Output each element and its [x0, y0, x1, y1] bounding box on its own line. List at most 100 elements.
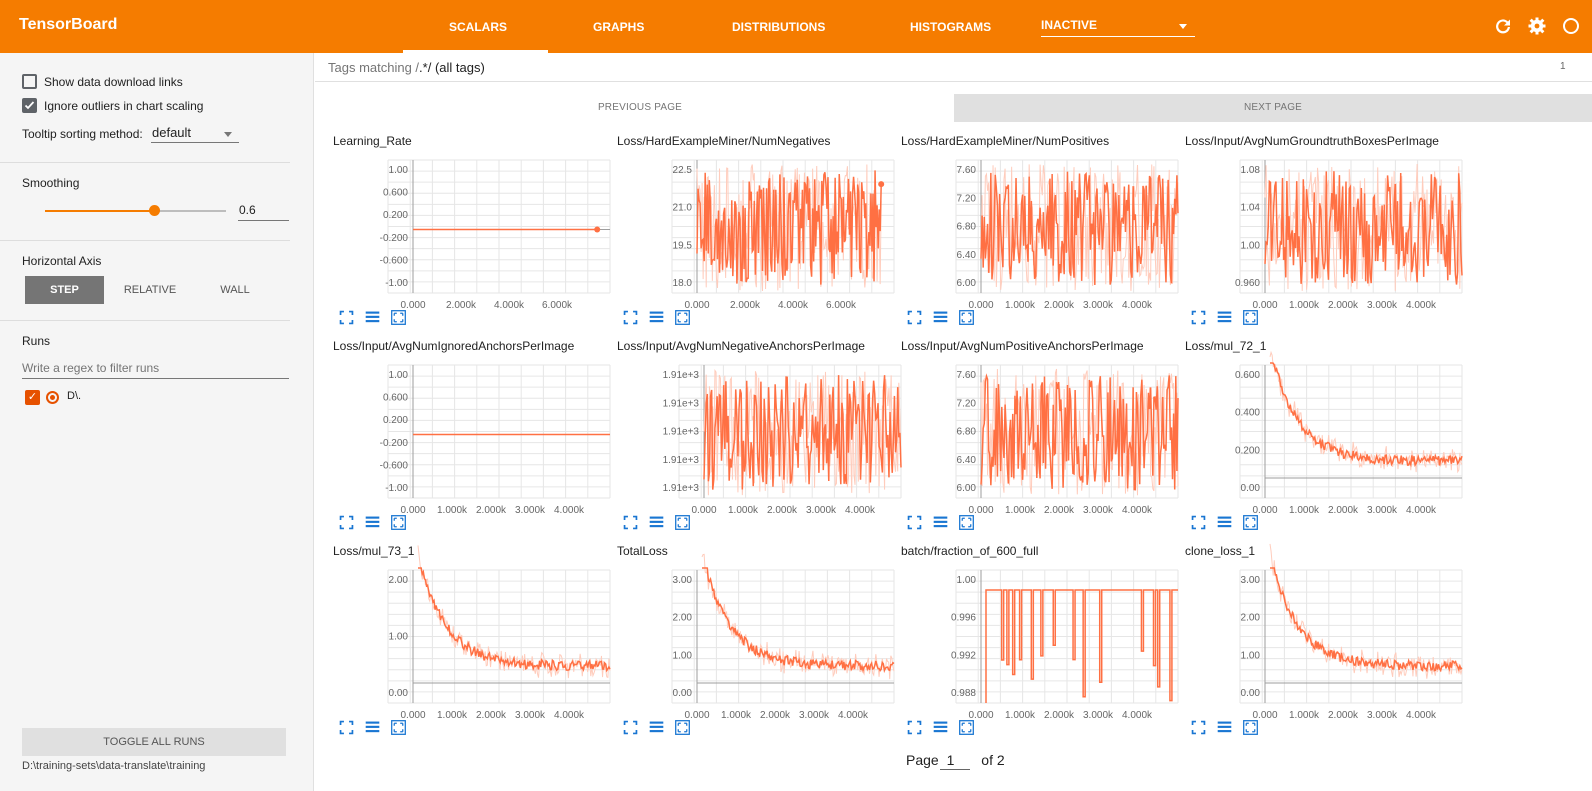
fullscreen-icon[interactable] [338, 514, 355, 531]
data-table-icon[interactable] [1216, 514, 1233, 531]
axis-step-button[interactable]: STEP [25, 276, 104, 304]
y-tick-label: 0.00 [673, 688, 693, 699]
fit-domain-icon[interactable] [674, 719, 691, 736]
smoothing-slider-handle[interactable] [149, 205, 160, 216]
data-table-icon[interactable] [932, 309, 949, 326]
scalar-chart[interactable]: 1.00 0.600 0.200 -0.200 -0.600 -1.00 0.000 2.00… [333, 152, 611, 311]
show-download-links-checkbox[interactable] [22, 74, 37, 89]
data-table-icon[interactable] [932, 719, 949, 736]
scalar-chart[interactable]: 2.00 1.00 0.00 0.000 1.000k 2.000k 3.000k 4.000… [333, 545, 611, 721]
tab-scalars[interactable]: SCALARS [449, 20, 508, 34]
data-table-icon[interactable] [648, 514, 665, 531]
data-table-icon[interactable] [1216, 719, 1233, 736]
fullscreen-icon[interactable] [338, 309, 355, 326]
refresh-icon[interactable] [1494, 17, 1512, 35]
y-tick-label: 7.20 [957, 398, 977, 409]
runs-filter-input[interactable]: Write a regex to filter runs [22, 361, 160, 375]
show-download-links-label: Show data download links [44, 75, 183, 89]
ignore-outliers-checkbox[interactable] [22, 98, 37, 113]
chart-title: Loss/Input/AvgNumIgnoredAnchorsPerImage [333, 339, 575, 353]
data-table-icon[interactable] [364, 514, 381, 531]
fit-domain-icon[interactable] [1242, 719, 1259, 736]
fullscreen-icon[interactable] [906, 514, 923, 531]
x-tick-label: 3.000k [515, 710, 546, 721]
y-tick-label: 0.600 [383, 188, 408, 199]
fullscreen-icon[interactable] [1190, 514, 1207, 531]
scalar-chart[interactable]: 1.00 0.996 0.992 0.988 0.000 1.000k 2.000k 3.00… [901, 562, 1179, 721]
data-table-icon[interactable] [932, 514, 949, 531]
scalar-chart[interactable]: 1.91e+3 1.91e+3 1.91e+3 1.91e+3 1.91e+3 0.000… [617, 357, 902, 516]
x-tick-label: 1.000k [1289, 300, 1320, 311]
scalar-chart[interactable]: 7.60 7.20 6.80 6.40 6.00 0.000 1.000k 2.000k 3.0… [901, 152, 1179, 311]
inactive-dropdown[interactable]: INACTIVE [1041, 18, 1195, 37]
y-tick-label: 6.80 [957, 222, 977, 233]
chart-title: Loss/mul_72_1 [1185, 339, 1267, 353]
fit-domain-icon[interactable] [958, 309, 975, 326]
previous-page-button[interactable]: PREVIOUS PAGE [597, 102, 683, 113]
run-checkbox[interactable]: ✓ [25, 390, 40, 405]
scalar-chart[interactable]: 1.08 1.04 1.00 0.960 0.000 1.000k 2.000k 3.000k… [1185, 152, 1463, 311]
fit-domain-icon[interactable] [674, 309, 691, 326]
x-tick-label: 2.000k [476, 505, 507, 516]
fullscreen-icon[interactable] [1190, 719, 1207, 736]
x-tick-label: 2.000k [760, 710, 791, 721]
scalar-chart[interactable]: 3.00 2.00 1.00 0.00 0.000 1.000k 2.000k 3.000k 4… [1185, 543, 1463, 721]
x-tick-label: 2.000k [1044, 710, 1075, 721]
y-tick-label: 0.00 [1241, 483, 1261, 494]
fit-domain-icon[interactable] [958, 514, 975, 531]
fullscreen-icon[interactable] [1190, 309, 1207, 326]
help-icon[interactable] [1562, 17, 1580, 35]
tab-distributions[interactable]: DISTRIBUTIONS [732, 20, 826, 34]
fit-domain-icon[interactable] [958, 719, 975, 736]
fit-domain-icon[interactable] [1242, 514, 1259, 531]
y-tick-label: 1.91e+3 [663, 483, 700, 494]
runs-label: Runs [22, 334, 51, 348]
axis-wall-button[interactable]: WALL [220, 284, 250, 296]
toggle-all-runs-button[interactable]: TOGGLE ALL RUNS [22, 728, 286, 756]
data-table-icon[interactable] [364, 719, 381, 736]
fullscreen-icon[interactable] [338, 719, 355, 736]
page-number-input[interactable]: 1 [946, 752, 955, 768]
scalar-chart[interactable]: 7.60 7.20 6.80 6.40 6.00 0.000 1.000k 2.000k 3.0… [901, 357, 1179, 516]
y-tick-label: -1.00 [385, 278, 408, 289]
page-input-underline [940, 769, 970, 770]
tab-graphs[interactable]: GRAPHS [593, 20, 645, 34]
fit-domain-icon[interactable] [390, 309, 407, 326]
next-page-button[interactable]: NEXT PAGE [954, 94, 1592, 122]
fullscreen-icon[interactable] [622, 309, 639, 326]
fullscreen-icon[interactable] [622, 514, 639, 531]
checkmark-icon [24, 101, 35, 110]
data-table-icon[interactable] [648, 719, 665, 736]
fit-domain-icon[interactable] [390, 514, 407, 531]
chart-title: Loss/mul_73_1 [333, 544, 415, 558]
tooltip-sorting-select[interactable]: default [152, 125, 192, 140]
x-tick-label: 3.000k [1367, 505, 1398, 516]
settings-icon[interactable] [1528, 17, 1546, 35]
data-table-icon[interactable] [364, 309, 381, 326]
scalar-chart[interactable]: 0.600 0.400 0.200 0.00 0.000 1.000k 2.000k 3.00… [1185, 350, 1463, 516]
data-table-icon[interactable] [648, 309, 665, 326]
axis-relative-button[interactable]: RELATIVE [123, 284, 177, 296]
smoothed-series-line [1270, 362, 1463, 468]
fit-domain-icon[interactable] [390, 719, 407, 736]
fullscreen-icon[interactable] [622, 719, 639, 736]
fullscreen-icon[interactable] [906, 309, 923, 326]
y-tick-label: 1.04 [1241, 203, 1261, 214]
scalar-chart[interactable]: 22.5 21.0 19.5 18.0 0.000 2.000k 4.000k 6.000k [617, 152, 895, 311]
fit-domain-icon[interactable] [1242, 309, 1259, 326]
y-tick-label: 2.00 [389, 575, 409, 586]
tab-histograms[interactable]: HISTOGRAMS [910, 20, 992, 34]
chart-title: Loss/Input/AvgNumGroundtruthBoxesPerImag… [1185, 134, 1439, 148]
fit-domain-icon[interactable] [674, 514, 691, 531]
scalar-chart[interactable]: 3.00 2.00 1.00 0.00 0.000 1.000k 2.000k 3.000k 4… [617, 553, 895, 721]
y-tick-label: 1.00 [389, 165, 409, 176]
series-end-point [594, 226, 601, 233]
data-table-icon[interactable] [1216, 309, 1233, 326]
smoothing-value-input[interactable]: 0.6 [239, 203, 256, 217]
fullscreen-icon[interactable] [906, 719, 923, 736]
y-tick-label: 3.00 [1241, 575, 1261, 586]
run-radio-button[interactable] [46, 391, 59, 404]
tag-filter-input[interactable]: Tags matching /.*/ (all tags) [328, 60, 485, 75]
scalar-chart[interactable]: 1.00 0.600 0.200 -0.200 -0.600 -1.00 0.000 1.00… [333, 357, 611, 516]
y-tick-label: 0.996 [951, 613, 976, 624]
